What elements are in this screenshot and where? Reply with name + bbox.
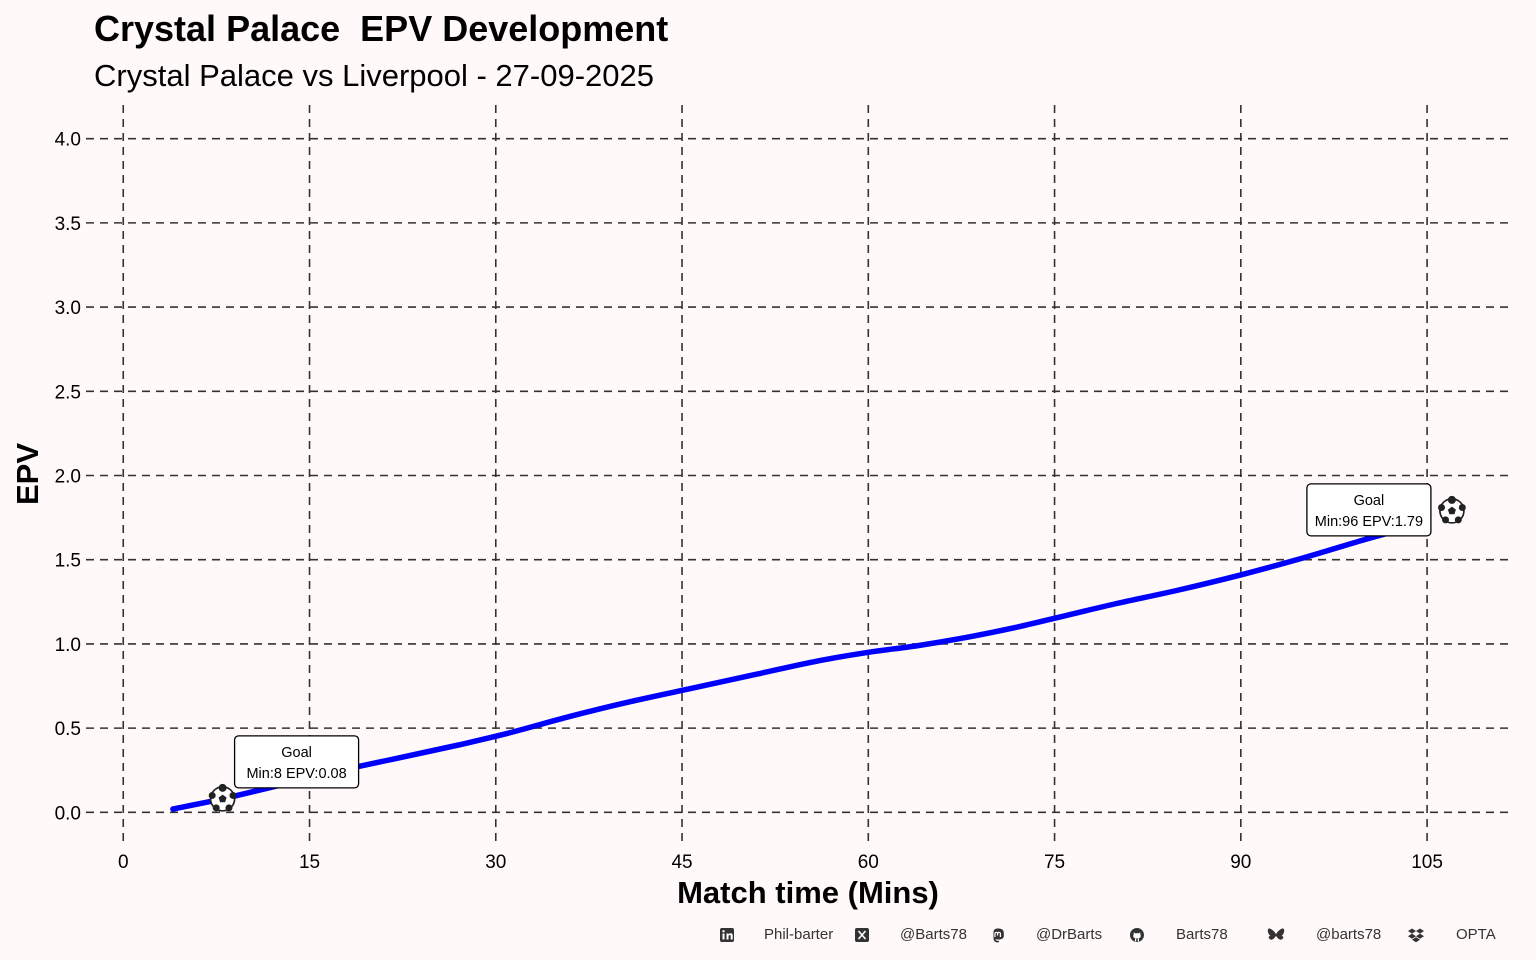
bluesky-icon[interactable] [1267,927,1285,943]
x-tick-label: 30 [485,852,506,873]
x-tick-label: 15 [299,852,320,873]
github-icon[interactable] [1129,927,1145,943]
y-tick-label: 1.5 [55,551,81,572]
x-twitter-icon[interactable] [854,927,870,943]
y-tick-labels: 0.0 0.5 1.0 1.5 2.0 2.5 3.0 3.5 4.0 [55,130,81,825]
goal-annotation: Goal Min:8 EPV:0.08 [208,735,360,812]
annotation-box [1306,483,1432,537]
annotation-label: Goal [1354,493,1385,509]
y-axis-label: EPV [10,443,45,505]
x-tick-label: 90 [1230,852,1251,873]
x-axis-label: Match time (Mins) [677,875,939,910]
y-tick-label: 3.5 [55,214,81,235]
soccer-ball-icon [208,783,237,812]
footer-github-text[interactable]: Barts78 [1176,926,1228,943]
x-tick-label: 105 [1411,852,1443,873]
y-gridlines [86,137,1514,814]
goal-annotation: Goal Min:96 EPV:1.79 [1306,483,1466,537]
y-tick-label: 1.0 [55,635,81,656]
chart-title: Crystal Palace EPV Development [94,8,669,49]
y-tick-label: 2.0 [55,467,81,488]
soccer-ball-icon [1438,495,1466,524]
x-tick-label: 45 [671,852,692,873]
y-tick-label: 0.0 [55,803,81,824]
x-tick-labels: 0 15 30 45 60 75 90 105 [118,852,1443,873]
footer-mastodon-text[interactable]: @DrBarts [1036,926,1103,943]
x-tick-label: 60 [858,852,879,873]
annotation-label: Goal [281,745,312,761]
footer-source-text: OPTA [1456,926,1496,943]
footer-x-text[interactable]: @Barts78 [900,926,967,943]
y-tick-label: 0.5 [55,719,81,740]
x-tick-label: 75 [1044,852,1065,873]
footer-bluesky-text[interactable]: @barts78 [1316,926,1382,943]
epv-series-line [170,526,1405,812]
mastodon-icon[interactable] [990,927,1006,943]
y-tick-label: 3.0 [55,298,81,319]
dropbox-icon[interactable] [1407,927,1425,943]
x-tick-label: 0 [118,852,129,873]
epv-line-chart: 0 15 30 45 60 75 90 105 0.0 0.5 1.0 1.5 2.0 2.5 3.0 3.… [10,105,1514,910]
y-tick-label: 4.0 [55,130,81,151]
annotation-text: Min:96 EPV:1.79 [1315,514,1423,530]
goal-annotations: Goal Min:8 EPV:0.08 Goal Min:96 EPV:1.79 [208,483,1466,812]
footer-credits: Phil-barter @Barts78 @DrBarts Barts78 @b… [0,924,1536,948]
linkedin-icon[interactable] [719,927,735,943]
annotation-text: Min:8 EPV:0.08 [246,766,346,782]
y-tick-label: 2.5 [55,382,81,403]
chart-subtitle: Crystal Palace vs Liverpool - 27-09-2025 [94,58,654,93]
footer-linkedin-text[interactable]: Phil-barter [764,926,834,943]
annotation-box [233,735,360,789]
